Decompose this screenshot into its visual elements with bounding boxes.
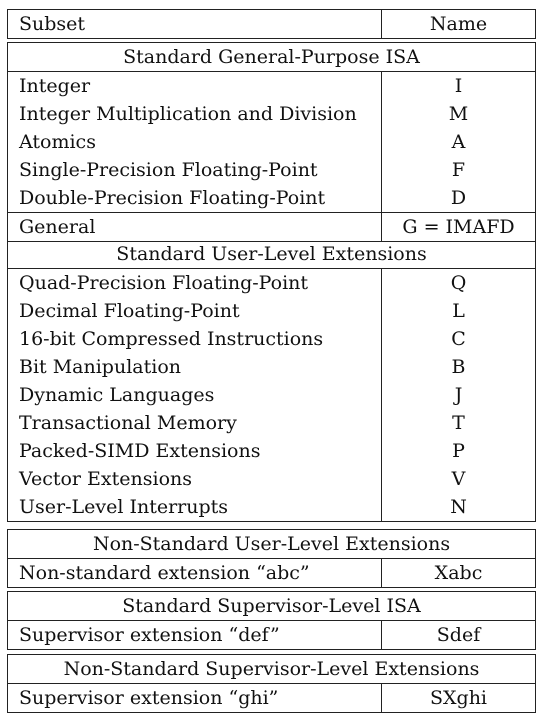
table-row: Bit Manipulation B bbox=[7, 353, 537, 381]
subset-cell: Quad-Precision Floating-Point bbox=[7, 268, 382, 297]
section-title-row: Standard User-Level Extensions bbox=[6, 240, 537, 269]
nonstandard-user-level-table: Non-Standard User-Level Extensions Non-s… bbox=[6, 529, 537, 588]
table-row: Integer Multiplication and Division M bbox=[7, 100, 537, 128]
name-cell: N bbox=[380, 493, 537, 522]
subset-cell: Double-Precision Floating-Point bbox=[7, 184, 382, 213]
name-cell: M bbox=[380, 100, 537, 128]
table-row: Atomics A bbox=[7, 128, 537, 156]
section-title: Standard General-Purpose ISA bbox=[6, 42, 537, 72]
section-title-row: Non-Standard User-Level Extensions bbox=[6, 529, 537, 559]
summary-row: General G = IMAFD bbox=[7, 212, 537, 242]
name-cell: J bbox=[380, 381, 537, 409]
table-row: Integer I bbox=[7, 71, 537, 100]
subset-cell: Integer Multiplication and Division bbox=[7, 100, 382, 128]
subset-cell: Non-standard extension “abc” bbox=[7, 558, 382, 588]
subset-cell: General bbox=[7, 212, 382, 242]
section-title: Non-Standard User-Level Extensions bbox=[6, 529, 537, 559]
subset-cell: Integer bbox=[7, 71, 382, 100]
name-cell: A bbox=[380, 128, 537, 156]
table-row: Non-standard extension “abc” Xabc bbox=[7, 558, 537, 588]
table-row: Supervisor extension “def” Sdef bbox=[7, 620, 536, 650]
table-row: 16-bit Compressed Instructions C bbox=[7, 325, 537, 353]
table-row: Supervisor extension “ghi” SXghi bbox=[7, 683, 536, 713]
header-table: Subset Name bbox=[7, 9, 536, 39]
table-row: Packed-SIMD Extensions P bbox=[7, 437, 537, 465]
table-row: Vector Extensions V bbox=[7, 465, 537, 493]
nonstandard-supervisor-level-table: Non-Standard Supervisor-Level Extensions… bbox=[7, 654, 536, 713]
subset-cell: User-Level Interrupts bbox=[7, 493, 382, 522]
section-title-row: Non-Standard Supervisor-Level Extensions bbox=[7, 654, 536, 684]
name-cell: Xabc bbox=[380, 558, 537, 588]
section-title: Standard User-Level Extensions bbox=[6, 240, 537, 269]
name-column-header: Name bbox=[381, 9, 536, 39]
subset-cell: Atomics bbox=[7, 128, 382, 156]
subset-cell: Supervisor extension “ghi” bbox=[7, 683, 382, 713]
subset-cell: Dynamic Languages bbox=[7, 381, 382, 409]
name-cell: V bbox=[380, 465, 537, 493]
table-row: Single-Precision Floating-Point F bbox=[7, 156, 537, 184]
name-cell: SXghi bbox=[381, 683, 536, 713]
table-row: Dynamic Languages J bbox=[7, 381, 537, 409]
section-title-row: Standard Supervisor-Level ISA bbox=[7, 591, 536, 621]
supervisor-level-isa-table: Standard Supervisor-Level ISA Supervisor… bbox=[7, 591, 536, 650]
name-cell: D bbox=[380, 184, 537, 213]
subset-column-header: Subset bbox=[7, 9, 382, 39]
name-cell: P bbox=[380, 437, 537, 465]
subset-cell: Packed-SIMD Extensions bbox=[7, 437, 382, 465]
name-cell: G = IMAFD bbox=[380, 212, 537, 242]
subset-cell: Single-Precision Floating-Point bbox=[7, 156, 382, 184]
name-cell: T bbox=[380, 409, 537, 437]
subset-cell: Vector Extensions bbox=[7, 465, 382, 493]
name-cell: C bbox=[380, 325, 537, 353]
user-level-extensions-table: Standard User-Level Extensions Quad-Prec… bbox=[6, 240, 537, 522]
name-cell: I bbox=[380, 71, 537, 100]
section-title-row: Standard General-Purpose ISA bbox=[6, 42, 537, 72]
table-row: Quad-Precision Floating-Point Q bbox=[7, 268, 537, 297]
table-row: User-Level Interrupts N bbox=[7, 493, 537, 522]
subset-cell: Transactional Memory bbox=[7, 409, 382, 437]
subset-cell: Supervisor extension “def” bbox=[7, 620, 382, 650]
name-cell: B bbox=[380, 353, 537, 381]
section-title: Non-Standard Supervisor-Level Extensions bbox=[7, 654, 536, 684]
general-purpose-isa-table: Standard General-Purpose ISA Integer I I… bbox=[6, 42, 537, 242]
subset-cell: 16-bit Compressed Instructions bbox=[7, 325, 382, 353]
name-cell: Q bbox=[380, 268, 537, 297]
name-cell: F bbox=[380, 156, 537, 184]
name-cell: Sdef bbox=[381, 620, 536, 650]
section-title: Standard Supervisor-Level ISA bbox=[7, 591, 536, 621]
name-cell: L bbox=[380, 297, 537, 325]
subset-cell: Decimal Floating-Point bbox=[7, 297, 382, 325]
subset-cell: Bit Manipulation bbox=[7, 353, 382, 381]
table-row: Transactional Memory T bbox=[7, 409, 537, 437]
header-row: Subset Name bbox=[7, 9, 536, 39]
table-row: Double-Precision Floating-Point D bbox=[7, 184, 537, 213]
table-row: Decimal Floating-Point L bbox=[7, 297, 537, 325]
